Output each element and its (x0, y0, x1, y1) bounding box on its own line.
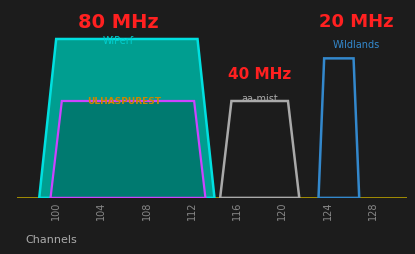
Text: Channels: Channels (25, 234, 77, 244)
Polygon shape (220, 102, 299, 198)
Polygon shape (51, 102, 205, 198)
Text: aa-mist: aa-mist (242, 94, 278, 104)
Text: ULHASPUREST: ULHASPUREST (87, 97, 161, 106)
Text: WiPerf: WiPerf (103, 36, 134, 46)
Text: 80 MHz: 80 MHz (78, 13, 159, 32)
Text: 40 MHz: 40 MHz (228, 67, 291, 82)
Polygon shape (318, 59, 359, 198)
Text: 20 MHz: 20 MHz (318, 13, 393, 31)
Text: Wildlands: Wildlands (332, 40, 379, 50)
Polygon shape (39, 40, 215, 198)
